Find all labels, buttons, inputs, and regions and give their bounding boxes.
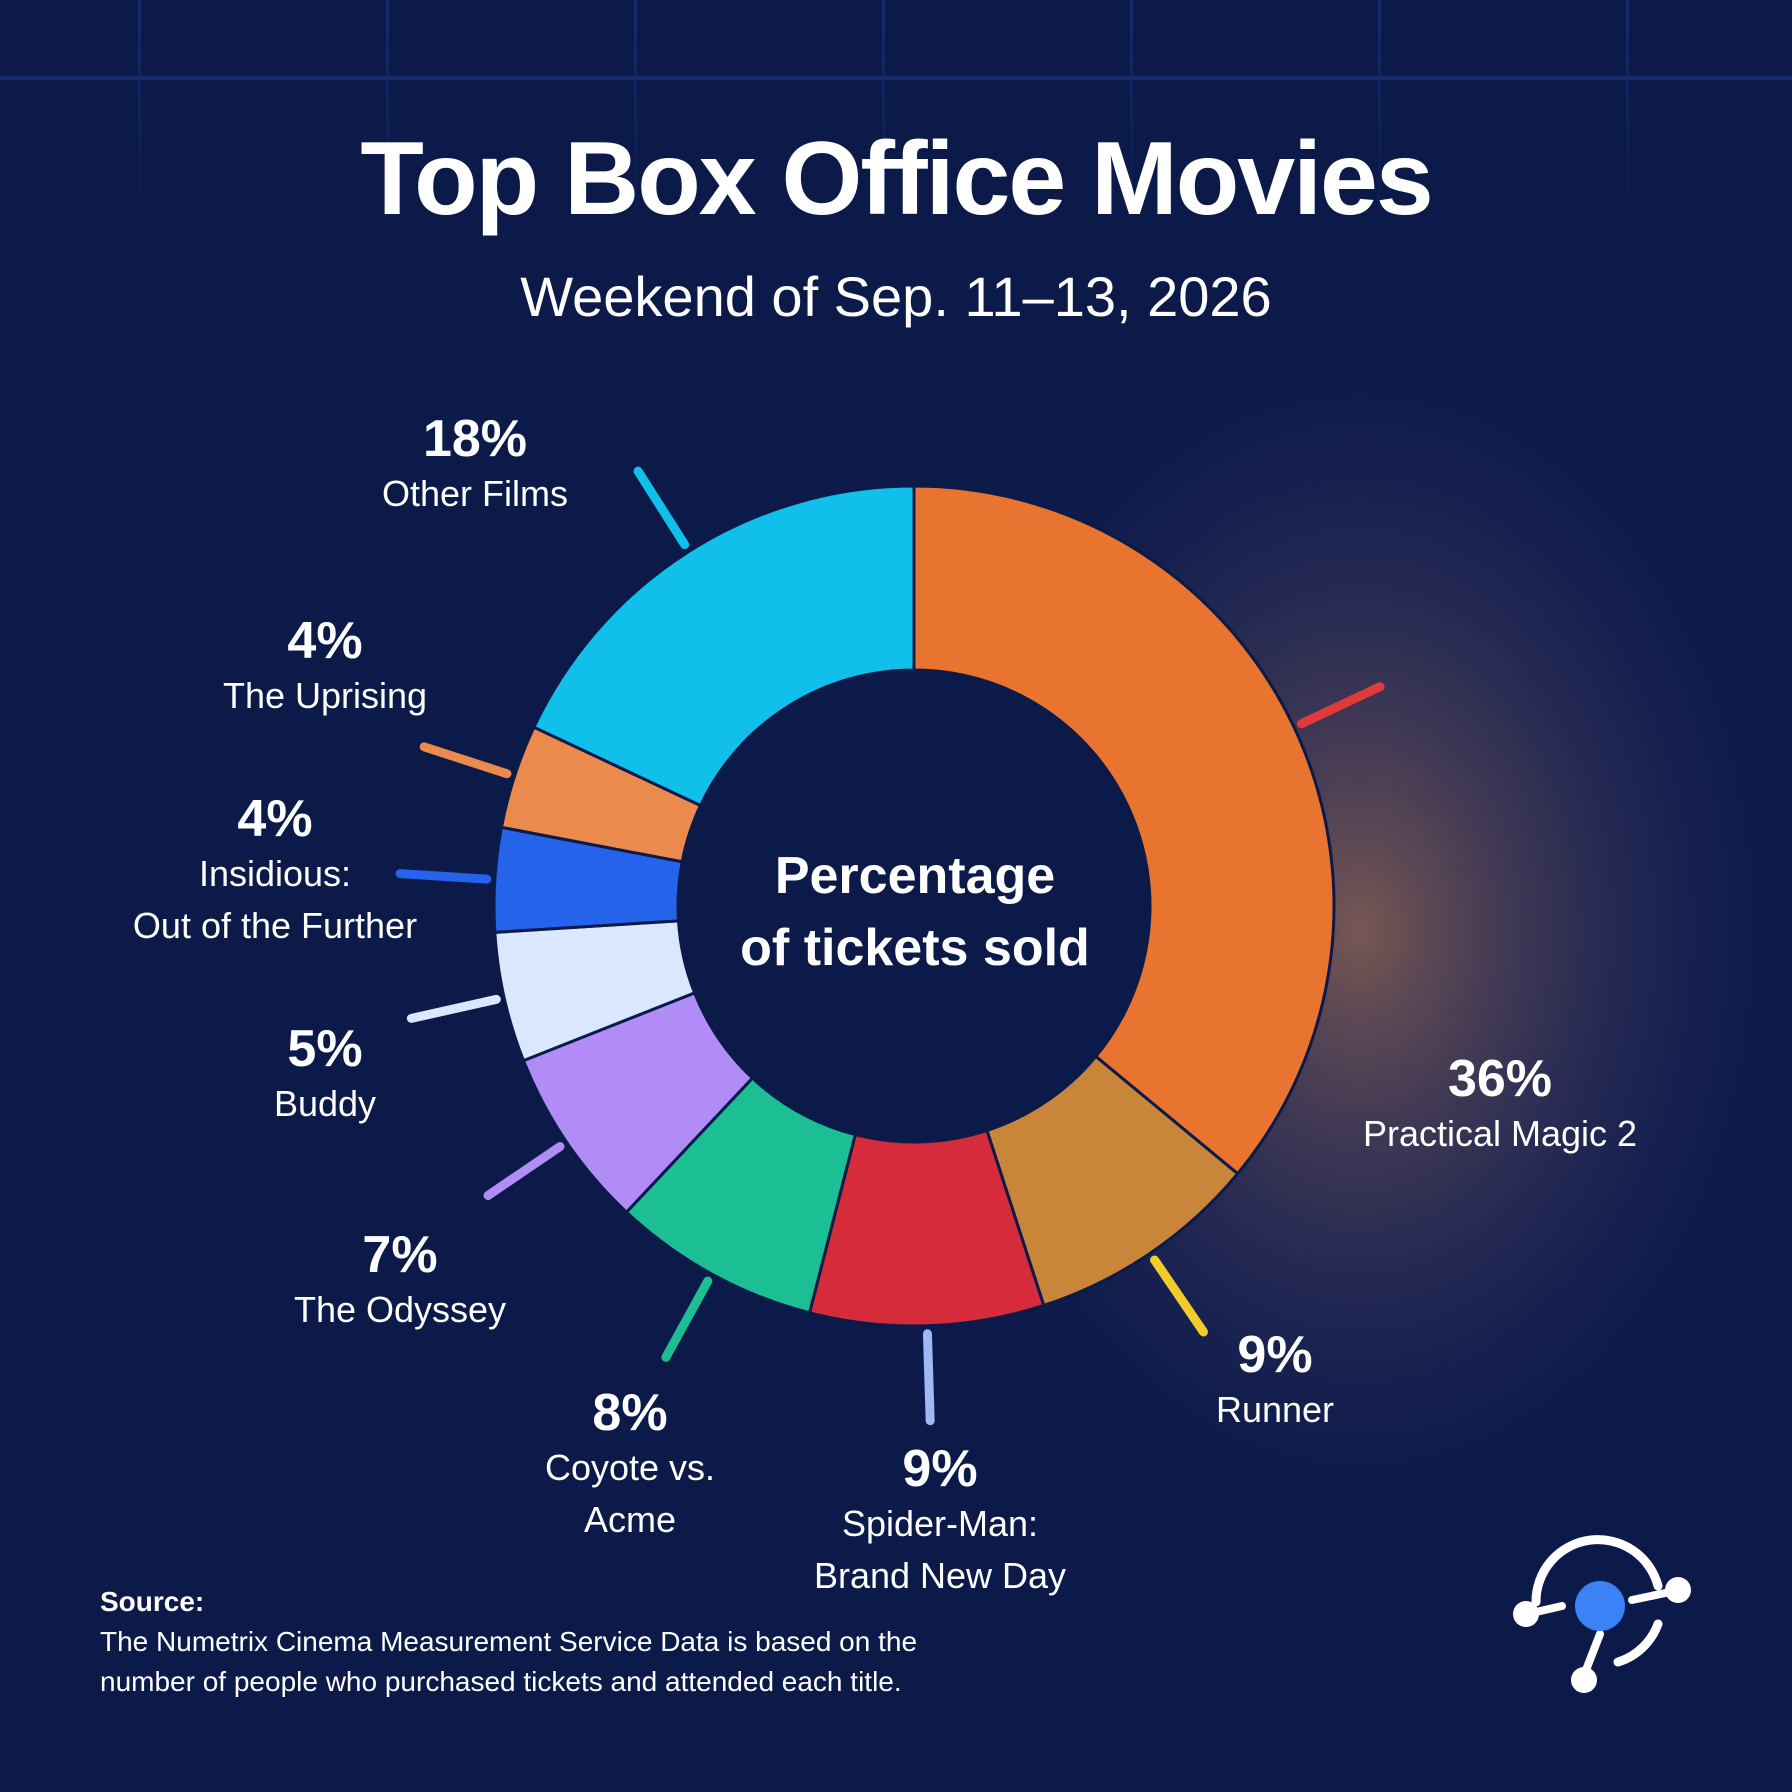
leader-line-spider-man-brand-new-day — [922, 1329, 935, 1426]
leader-line-the-odyssey — [483, 1142, 565, 1200]
grid-decoration — [138, 0, 141, 230]
slice-name: Practical Magic 2 — [1362, 1113, 1638, 1154]
chart-title: Top Box Office Movies — [360, 121, 1433, 237]
slice-name: The Odyssey — [293, 1289, 507, 1330]
slice-percent: 5% — [287, 1020, 363, 1078]
grid-decoration — [1626, 0, 1629, 230]
donut-hole — [678, 670, 1150, 1142]
label-spider-man: 9% Spider-Man: Brand New Day — [770, 1440, 1110, 1602]
logo-arc — [1531, 1535, 1663, 1607]
slice-percent: 8% — [592, 1384, 668, 1442]
slice-name: Brand New Day — [813, 1555, 1067, 1596]
logo-arc — [1613, 1619, 1663, 1667]
grid-decoration — [0, 76, 1792, 80]
grid-decoration — [634, 0, 637, 230]
center-label-line: of tickets sold — [740, 919, 1090, 977]
grid-decoration — [882, 0, 885, 230]
leader-line-buddy — [406, 994, 501, 1023]
logo-node — [1665, 1577, 1691, 1603]
slice-name: Runner — [1215, 1389, 1335, 1430]
logo-connector — [1532, 1602, 1566, 1616]
label-practical-magic-2: 36% Practical Magic 2 — [1310, 1050, 1690, 1160]
label-buddy: 5% Buddy — [220, 1020, 430, 1130]
slice-percent: 7% — [362, 1226, 438, 1284]
grid-decoration — [1130, 0, 1133, 230]
center-label-line: Percentage — [774, 847, 1056, 905]
slice-percent: 9% — [902, 1440, 978, 1498]
slice-name: Spider-Man: — [841, 1503, 1039, 1544]
source-line: The Numetrix Cinema Measurement Service … — [100, 1626, 918, 1657]
leader-line-coyote-vs-acme — [661, 1276, 713, 1362]
leader-line-practical-magic-2 — [1296, 682, 1385, 729]
label-other-films: 18% Other Films — [350, 410, 600, 520]
slice-name: Other Films — [381, 473, 568, 514]
logo-center-dot — [1575, 1581, 1625, 1631]
center-label: Percentage of tickets sold — [680, 840, 1150, 984]
source-line: number of people who purchased tickets a… — [100, 1666, 902, 1697]
leader-line-runner — [1150, 1255, 1208, 1337]
leader-line-insidious-out-of-the-further — [395, 869, 492, 884]
brand-logo — [1513, 1535, 1691, 1693]
label-insidious: 4% Insidious: Out of the Further — [100, 790, 450, 952]
slice-percent: 18% — [422, 410, 528, 468]
slice-percent: 36% — [1447, 1050, 1553, 1108]
slice-name: Coyote vs. — [544, 1447, 716, 1488]
slice-name: Insidious: — [198, 853, 352, 894]
label-the-odyssey: 7% The Odyssey — [260, 1226, 540, 1336]
slice-percent: 4% — [237, 790, 313, 848]
slice-name: Buddy — [273, 1083, 377, 1124]
logo-connector — [1628, 1588, 1674, 1604]
label-runner: 9% Runner — [1150, 1326, 1400, 1436]
slice-percent: 4% — [287, 612, 363, 670]
leader-line-other-films — [633, 466, 690, 550]
grid-decoration — [1378, 0, 1381, 230]
label-the-uprising: 4% The Uprising — [200, 612, 450, 722]
grid-decoration — [386, 0, 389, 230]
logo-connector — [1582, 1630, 1604, 1674]
logo-node — [1571, 1667, 1597, 1693]
label-coyote-vs-acme: 8% Coyote vs. Acme — [500, 1384, 760, 1546]
source-note: Source: The Numetrix Cinema Measurement … — [100, 1582, 1100, 1702]
slice-name: Acme — [583, 1499, 677, 1540]
chart-subtitle: Weekend of Sep. 11–13, 2026 — [520, 265, 1272, 328]
slice-name: The Uprising — [222, 675, 428, 716]
slice-name: Out of the Further — [132, 905, 418, 946]
source-title: Source: — [100, 1586, 205, 1617]
leader-line-the-uprising — [419, 742, 512, 779]
slice-percent: 9% — [1237, 1326, 1313, 1384]
logo-node — [1513, 1601, 1539, 1627]
